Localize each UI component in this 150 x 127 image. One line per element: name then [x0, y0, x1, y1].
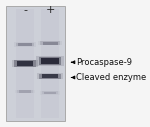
Bar [18, 43, 32, 46]
Bar [17, 61, 33, 66]
Bar [17, 90, 33, 93]
Bar [40, 41, 60, 45]
Bar [40, 91, 60, 94]
Bar [44, 92, 56, 94]
Bar [14, 60, 36, 67]
Bar [12, 60, 38, 67]
Bar [43, 42, 58, 45]
Text: +: + [45, 5, 55, 15]
Bar [16, 9, 34, 118]
Text: Procaspase-9: Procaspase-9 [76, 58, 132, 67]
Bar [38, 41, 62, 45]
Bar [6, 6, 65, 121]
Text: Cleaved enzyme: Cleaved enzyme [76, 73, 147, 82]
Text: -: - [23, 5, 27, 15]
Bar [41, 58, 59, 64]
Bar [42, 91, 58, 94]
Bar [16, 43, 34, 46]
Bar [39, 57, 61, 65]
Bar [37, 73, 63, 79]
Bar [42, 74, 58, 78]
Bar [41, 9, 59, 118]
Bar [15, 90, 35, 93]
Bar [19, 90, 31, 93]
Bar [39, 74, 61, 79]
Bar [14, 42, 36, 47]
Bar [36, 56, 64, 66]
